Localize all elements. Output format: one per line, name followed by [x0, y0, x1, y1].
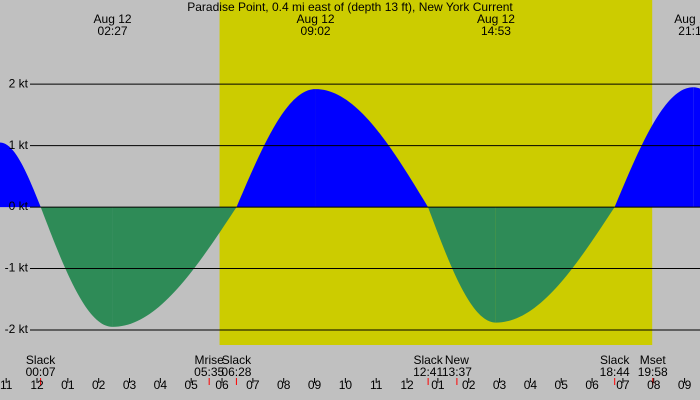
x-tick-label: 03 — [123, 378, 137, 392]
x-tick-label: 08 — [647, 378, 661, 392]
event-name: Slack — [222, 353, 252, 367]
x-tick-label: 06 — [215, 378, 229, 392]
top-date: Aug 12 — [94, 12, 132, 26]
flood-area — [315, 89, 429, 208]
event-name: Slack — [413, 353, 443, 367]
ebb-area — [112, 207, 237, 327]
ebb-area — [495, 207, 615, 323]
x-tick-label: 10 — [339, 378, 353, 392]
x-tick-label: 07 — [246, 378, 260, 392]
event-time: 05:35 — [194, 365, 224, 379]
x-tick-label: 09 — [308, 378, 322, 392]
x-tick-label: 05 — [185, 378, 199, 392]
ebb-area — [428, 207, 496, 323]
x-tick-label: 02 — [92, 378, 106, 392]
x-tick-label: 11 — [0, 378, 13, 392]
top-date: Aug 12 — [297, 12, 335, 26]
flood-area — [693, 87, 700, 208]
y-tick-label: 0 kt — [9, 199, 29, 213]
event-time: 19:58 — [638, 365, 668, 379]
x-tick-label: 07 — [616, 378, 630, 392]
top-time: 14:53 — [481, 24, 511, 38]
event-name: Slack — [600, 353, 630, 367]
x-tick-label: 04 — [524, 378, 538, 392]
x-tick-label: 05 — [555, 378, 569, 392]
event-time: 18:44 — [600, 365, 630, 379]
y-tick-label: 1 kt — [9, 138, 29, 152]
y-tick-label: 2 kt — [9, 76, 29, 90]
top-time: 21:17 — [678, 24, 700, 38]
flood-area — [236, 89, 316, 208]
x-tick-label: 01 — [61, 378, 75, 392]
top-time: 09:02 — [301, 24, 331, 38]
event-time: 13:37 — [442, 365, 472, 379]
x-tick-label: 09 — [678, 378, 692, 392]
event-name: New — [445, 353, 469, 367]
y-tick-label: -1 kt — [5, 261, 29, 275]
flood-area — [614, 87, 694, 208]
top-time: 02:27 — [98, 24, 128, 38]
x-tick-label: 03 — [493, 378, 507, 392]
event-time: 00:07 — [26, 365, 56, 379]
event-time: 06:28 — [221, 365, 251, 379]
x-tick-label: 12 — [30, 378, 44, 392]
ebb-area — [40, 207, 113, 327]
x-tick-label: 06 — [585, 378, 599, 392]
top-date: Aug 12 — [674, 12, 700, 26]
x-tick-label: 04 — [154, 378, 168, 392]
x-tick-label: 01 — [431, 378, 445, 392]
event-name: Slack — [26, 353, 56, 367]
x-tick-label: 11 — [370, 378, 383, 392]
event-name: Mset — [640, 353, 667, 367]
top-date: Aug 12 — [477, 12, 515, 26]
event-name: Mrise — [195, 353, 225, 367]
x-tick-label: 08 — [277, 378, 291, 392]
y-tick-label: -2 kt — [5, 322, 29, 336]
x-tick-label: 12 — [400, 378, 414, 392]
event-time: 12:41 — [413, 365, 443, 379]
x-tick-label: 02 — [462, 378, 476, 392]
chart-title: Paradise Point, 0.4 mi east of (depth 13… — [187, 0, 513, 14]
flood-area — [0, 142, 41, 208]
